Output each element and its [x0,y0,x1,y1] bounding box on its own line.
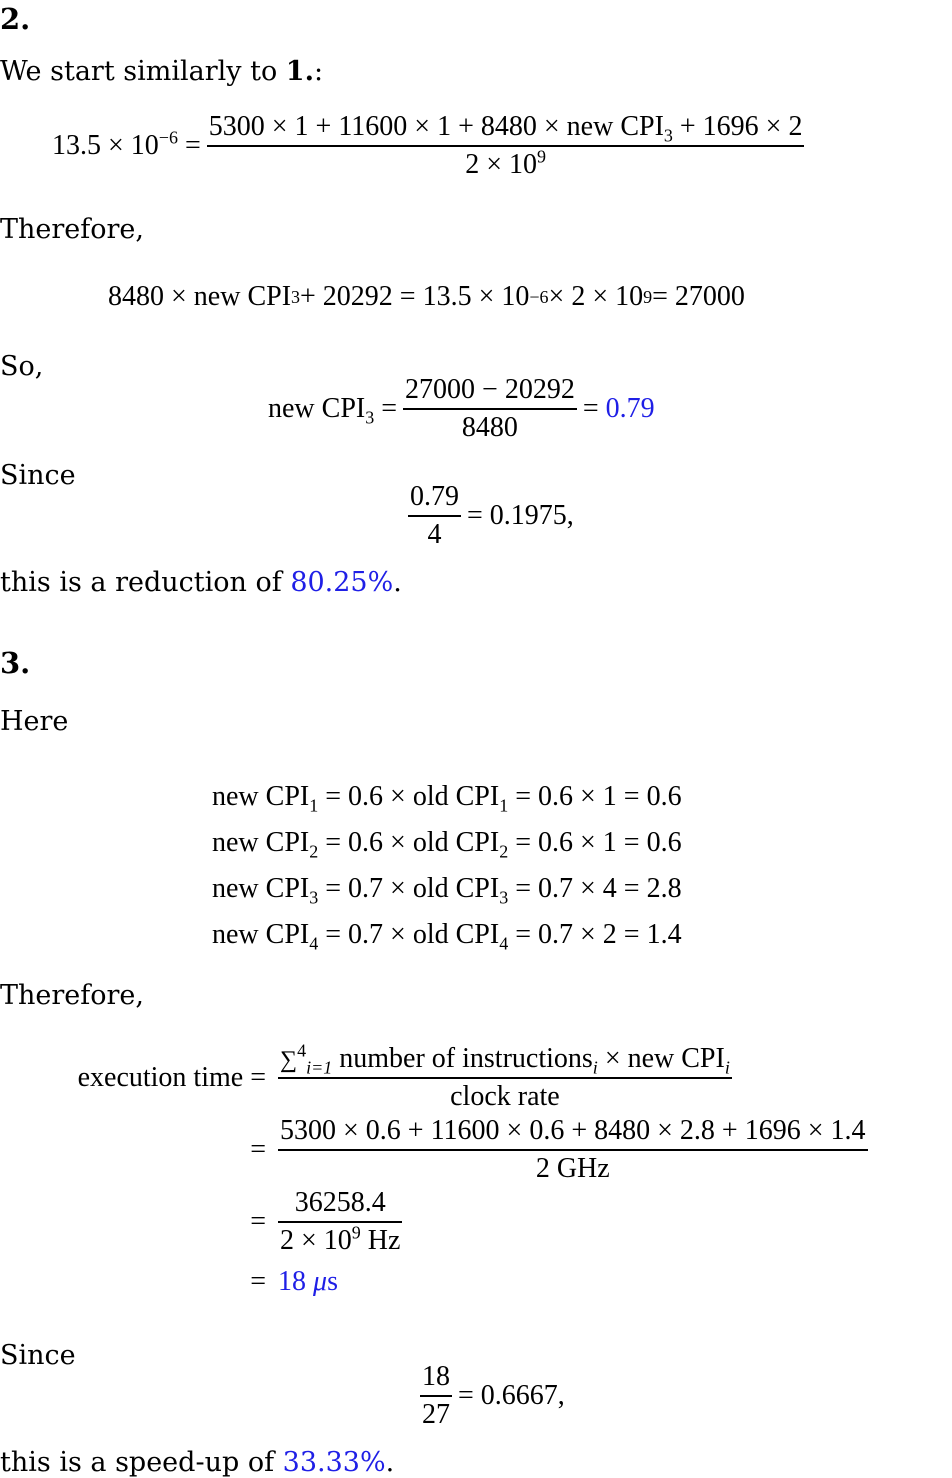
cpi-row: new CPI1 = 0.6 × old CPI1 = 0.6 × 1 = 0.… [212,781,682,816]
so-text: So, [0,351,44,382]
equation-cpi-ratio: 0.79 4 = 0.1975, [408,481,574,550]
cpi-table: new CPI1 = 0.6 × old CPI1 = 0.6 × 1 = 0.… [212,774,682,958]
exec-line-2: = 5300 × 0.6 + 11600 × 0.6 + 8480 × 2.8 … [250,1115,868,1184]
cpi-row: new CPI2 = 0.6 × old CPI2 = 0.6 × 1 = 0.… [212,827,682,862]
here-text: Here [0,706,69,737]
cpi-row: new CPI3 = 0.7 × old CPI3 = 0.7 × 4 = 2.… [212,873,682,908]
reduction-conclusion: this is a reduction of 80.25%. [0,567,402,598]
equation-cpi3-expansion: 8480 × new CPI 3 + 20292 = 13.5 × 10 −6 × … [108,281,745,312]
section-3-heading: 3. [0,646,31,680]
section-2-heading: 2. [0,2,31,36]
therefore-text-1: Therefore, [0,214,144,245]
new-cpi3-result: 0.79 [605,393,655,424]
therefore-text-2: Therefore, [0,980,144,1011]
execution-time-derivation: execution time = ∑4i=1 number of instruc… [0,1040,952,1296]
speedup-conclusion: this is a speed-up of 33.33%. [0,1447,395,1478]
execution-time-result: 18 μs [278,1266,338,1297]
since-text-1: Since [0,460,76,491]
reduction-value: 80.25% [290,567,394,598]
exec-line-1: execution time = ∑4i=1 number of instruc… [77,1040,732,1112]
exec-line-3: = 36258.4 2 × 109 Hz [250,1187,403,1256]
section-2-intro: We start similarly to 1.: [0,56,324,87]
cpi-row: new CPI4 = 0.7 × old CPI4 = 0.7 × 2 = 1.… [212,919,682,954]
since-text-2: Since [0,1340,76,1371]
equation-new-cpi3: new CPI3 = 27000 − 20292 8480 = 0.79 [268,374,655,443]
equation-execution-time-constraint: 13.5 × 10−6 = 5300 × 1 + 11600 × 1 + 848… [52,111,805,180]
exec-line-4: = 18 μs [250,1266,338,1297]
speedup-value: 33.33% [282,1447,386,1478]
reference-1: 1. [285,56,314,87]
equation-speedup-ratio: 18 27 = 0.6667, [420,1361,565,1430]
